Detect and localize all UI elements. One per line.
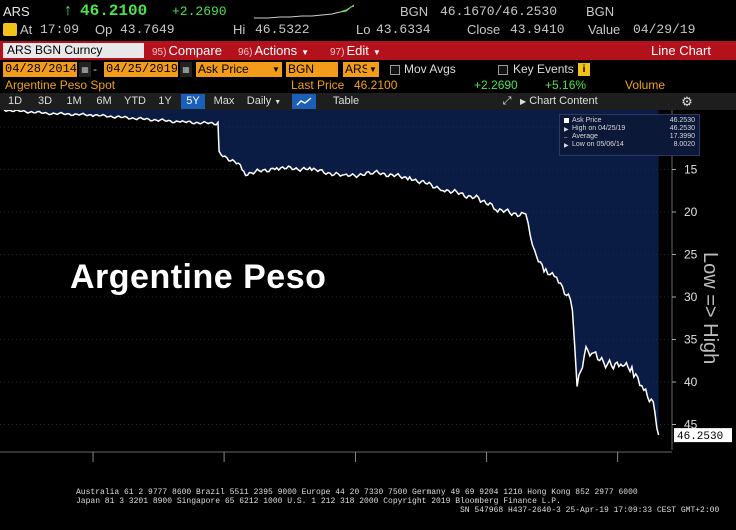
- low-label: Lo: [356, 22, 371, 37]
- ticker-label: ARS: [3, 4, 30, 19]
- chart-content-button[interactable]: ▶ Chart Content: [520, 95, 598, 107]
- table-button[interactable]: Table: [332, 95, 360, 107]
- calendar-icon[interactable]: ▦: [79, 62, 91, 77]
- mov-avgs-label: Mov Avgs: [404, 62, 456, 76]
- tab-1y[interactable]: 1Y: [158, 95, 172, 107]
- currency-field[interactable]: ARS: [343, 62, 370, 77]
- at-label: At: [20, 22, 33, 37]
- calendar-icon[interactable]: ▦: [180, 62, 192, 77]
- chart-annotation: Argentine Peso: [70, 258, 327, 296]
- high-label: Hi: [233, 22, 246, 37]
- quote-time: 17:09: [40, 22, 80, 37]
- gear-icon[interactable]: ⚙: [681, 94, 693, 109]
- chevron-down-icon[interactable]: ▼: [270, 62, 282, 77]
- y-tick-label: 35: [684, 333, 698, 347]
- tab-5y[interactable]: 5Y: [181, 94, 205, 109]
- last-price: 46.2100: [80, 2, 148, 20]
- pricing-source-2: BGN: [586, 4, 615, 19]
- y-tick-label: 25: [684, 248, 698, 262]
- chevron-down-icon: ▼: [274, 99, 282, 106]
- volume-label: Volume: [625, 78, 666, 92]
- param-bar: 04/28/2014 ▦ - 04/25/2019 ▦ Ask Price ▼ …: [0, 61, 736, 78]
- legend-row-ask: Ask Price 46.2530: [564, 117, 695, 125]
- legend-swatch-icon: [564, 118, 569, 123]
- last-value-tag-bg: [674, 428, 732, 443]
- value-label: Value: [588, 22, 621, 37]
- y-tick-label: 15: [684, 163, 698, 177]
- range-bar: 1D 3D 1M 6M YTD 1Y 5Y Max Daily ▼ Table …: [0, 93, 736, 110]
- high-marker-icon: ▶: [564, 127, 569, 133]
- security-field[interactable]: ARS BGN Curncy: [3, 43, 144, 58]
- footer-session: SN 547968 H437-2640-3 25-Apr-19 17:09:33…: [460, 506, 720, 515]
- date-separator: -: [93, 62, 97, 76]
- price-type-select[interactable]: Ask Price: [196, 62, 278, 77]
- source-field[interactable]: BGN: [286, 62, 338, 77]
- open-value: 43.7649: [120, 22, 175, 37]
- end-date-field[interactable]: 04/25/2019: [104, 62, 179, 77]
- security-name: Argentine Peso Spot: [5, 78, 116, 92]
- start-date-field[interactable]: 04/28/2014: [3, 62, 78, 77]
- open-label: Op: [95, 22, 113, 37]
- tab-1m[interactable]: 1M: [66, 95, 82, 107]
- legend-row-high: ▶ High on 04/25/19 46.2530: [564, 125, 695, 133]
- expand-icon[interactable]: ⤢: [502, 95, 512, 107]
- key-events-checkbox[interactable]: [498, 65, 508, 75]
- last-price-label: Last Price: [291, 78, 345, 92]
- mov-avgs-checkbox[interactable]: [390, 65, 400, 75]
- function-bar: ARS BGN Curncy 95) Compare 96) Actions ▼ 97…: [0, 41, 736, 60]
- chevron-down-icon[interactable]: ▼: [367, 62, 379, 77]
- sparkline-icon: [254, 4, 354, 19]
- y-axis-title: Low => High: [699, 252, 721, 364]
- low-value: 43.6334: [376, 22, 431, 37]
- actions-button[interactable]: 96) Actions ▼: [238, 43, 310, 58]
- close-label: Close: [467, 22, 501, 37]
- tab-max[interactable]: Max: [213, 95, 235, 107]
- last-value-tag: 46.2530: [677, 431, 723, 443]
- series-line-ask-price: [3, 110, 660, 436]
- up-arrow-icon: ↑: [64, 2, 72, 19]
- footer-phones-1: Australia 61 2 9777 8600 Brazil 5511 239…: [76, 488, 638, 497]
- dash-icon: –: [564, 135, 568, 141]
- info-change: +2.2690: [474, 78, 518, 92]
- tab-ytd[interactable]: YTD: [124, 95, 146, 107]
- alert-icon[interactable]: [3, 23, 17, 36]
- tab-6m[interactable]: 6M: [96, 95, 112, 107]
- tab-3d[interactable]: 3D: [37, 95, 53, 107]
- low-marker-icon: ▶: [564, 143, 569, 149]
- y-tick-label: 20: [684, 205, 698, 219]
- chart-area-fill: [4, 110, 659, 436]
- net-change: +2.2690: [172, 4, 227, 19]
- footer: Australia 61 2 9777 8600 Brazil 5511 239…: [0, 484, 736, 530]
- chevron-down-icon: ▼: [372, 48, 381, 57]
- y-tick-label: 40: [684, 375, 698, 389]
- key-events-label: Key Events: [513, 62, 574, 76]
- info-change-pct: +5.16%: [545, 78, 587, 92]
- pricing-source: BGN: [400, 4, 429, 19]
- tab-1d[interactable]: 1D: [7, 95, 23, 107]
- legend-row-low: ▶ Low on 05/06/14 8.0020: [564, 141, 695, 149]
- footer-phones-2: Japan 81 3 3201 8900 Singapore 65 6212 1…: [76, 497, 561, 506]
- frequency-select[interactable]: Daily ▼: [246, 95, 282, 107]
- y-tick-label: 45: [684, 418, 698, 432]
- chart-legend: Ask Price 46.2530 ▶ High on 04/25/19 46.2…: [559, 114, 700, 156]
- chevron-down-icon: ▼: [301, 48, 310, 57]
- y-tick-label: 30: [684, 290, 698, 304]
- high-value: 46.5322: [255, 22, 310, 37]
- edit-button[interactable]: 97) Edit ▼: [330, 43, 381, 58]
- line-chart-icon[interactable]: [292, 94, 316, 109]
- close-value: 43.9410: [510, 22, 565, 37]
- info-icon[interactable]: i: [578, 63, 590, 76]
- quote-bar: ARS ↑ 46.2100 +2.2690 BGN 46.1670/46.253…: [0, 0, 736, 40]
- chart-type-label[interactable]: Line Chart: [651, 43, 711, 58]
- chevron-right-icon: ▶: [520, 97, 527, 106]
- compare-button[interactable]: 95) Compare: [152, 43, 222, 58]
- value-date: 04/29/19: [633, 22, 696, 37]
- legend-row-average: – Average 17.3990: [564, 133, 695, 141]
- info-bar: Argentine Peso Spot Last Price 46.2100 +…: [0, 78, 736, 93]
- last-price-info: 46.2100: [354, 78, 398, 92]
- bid-ask: 46.1670/46.2530: [440, 4, 558, 19]
